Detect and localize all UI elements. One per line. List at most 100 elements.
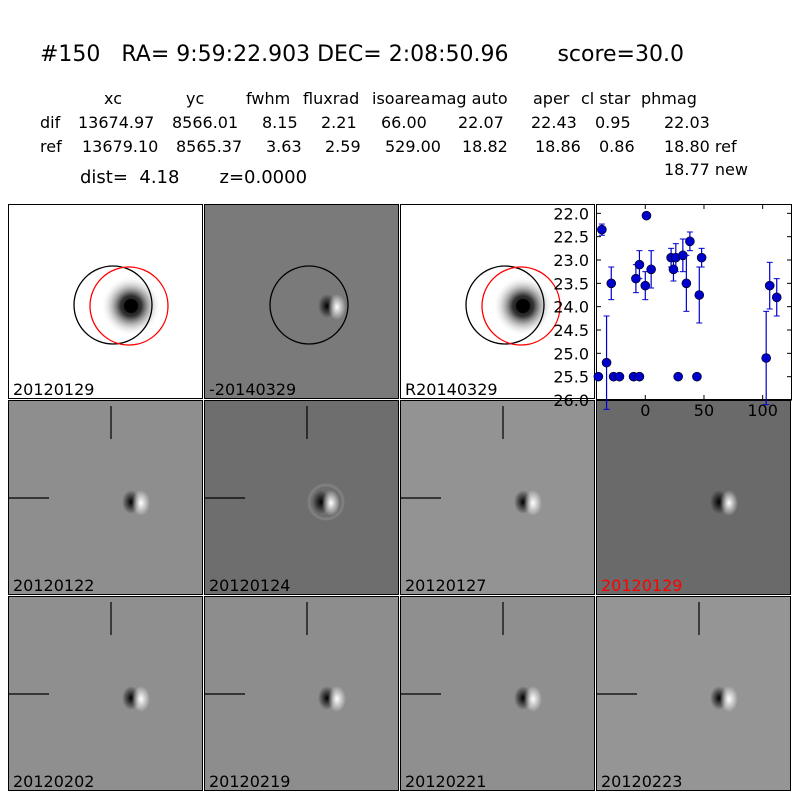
stamp-label: 20120127 (405, 576, 487, 595)
page-title: #150 RA= 9:59:22.903 DEC= 2:08:50.96 sco… (40, 42, 684, 67)
column-header: isoarea (372, 89, 431, 108)
stamp-label: 20120221 (405, 772, 487, 791)
row-value: 2.21 (321, 113, 357, 132)
row-value: 13679.10 (82, 137, 159, 156)
red-aperture-circle (89, 266, 169, 346)
data-point (634, 371, 645, 382)
x-tick-label: 100 (747, 401, 778, 420)
row-value: 2.59 (325, 137, 361, 156)
data-point (685, 236, 695, 247)
row-value: 8566.01 (172, 113, 239, 132)
row-value: 8.15 (262, 113, 298, 132)
source-core (124, 299, 138, 313)
dipole-light-lobe (524, 490, 542, 516)
y-tick-label: 23.0 (553, 251, 589, 270)
y-tick-label: 25.5 (553, 368, 589, 387)
row-value: 13674.97 (78, 113, 155, 132)
extra-phmag: 18.77 new (664, 160, 748, 179)
data-point (771, 292, 782, 303)
row-value: 0.86 (599, 137, 635, 156)
x-tick-label: 50 (694, 401, 714, 420)
stamp-panel: 20120221 (400, 596, 595, 791)
data-point (640, 280, 651, 291)
stamp-label: 20120202 (13, 772, 95, 791)
row-value: 22.03 (664, 113, 710, 132)
data-point (761, 353, 771, 363)
x-tick-label: 0 (640, 401, 650, 420)
data-point (597, 224, 607, 235)
black-aperture-circle (465, 265, 545, 345)
stamp-panel: 20120122 (8, 400, 203, 595)
data-point (694, 290, 705, 300)
data-point (696, 252, 707, 263)
stamp-panel: 20120124 (204, 400, 399, 595)
dipole-light-lobe (328, 294, 346, 320)
stamp-panel: 20120129 (8, 204, 203, 399)
column-header: fluxrad (303, 89, 360, 108)
black-aperture-circle (73, 265, 153, 345)
row-value: 66.00 (381, 113, 427, 132)
data-point (668, 264, 679, 275)
column-header: xc (104, 89, 122, 108)
light-curve-chart: 22.0 22.5 23.0 23.5 24.0 24.5 25.0 25.5 26.0 0 50 1… (553, 204, 792, 420)
data-point (692, 371, 702, 382)
dipole-light-lobe (322, 490, 340, 516)
black-aperture-circle (269, 265, 349, 345)
column-header: fwhm (246, 89, 291, 108)
dipole-light-lobe (720, 686, 738, 712)
y-tick-label: 25.0 (553, 344, 589, 363)
red-aperture-circle (481, 266, 561, 346)
column-header: aper (533, 89, 570, 108)
stamp-panel: 20120219 (204, 596, 399, 791)
stamp-label: R20140329 (405, 380, 498, 399)
data-point (764, 280, 775, 291)
dipole-light-lobe (328, 686, 346, 712)
source-core (516, 299, 530, 313)
row-value: 18.86 (535, 137, 581, 156)
column-header: cl star (581, 89, 631, 108)
dipole-light-lobe (720, 490, 738, 516)
row-label: ref (40, 137, 62, 156)
dipole-light-lobe (524, 686, 542, 712)
data-point (606, 278, 617, 289)
row-label: dif (40, 113, 61, 132)
dipole-light-lobe (132, 686, 150, 712)
y-tick-label: 22.5 (553, 228, 589, 247)
row-value: 529.00 (385, 137, 441, 156)
row-value: 18.82 (462, 137, 508, 156)
stamp-label: -20140329 (209, 380, 297, 399)
dipole-light-lobe (132, 490, 150, 516)
stamp-panel: R20140329 (400, 204, 595, 399)
data-point (641, 210, 652, 221)
row-value: 0.95 (595, 113, 631, 132)
data-point (646, 264, 656, 275)
row-value: 18.80 ref (664, 137, 737, 156)
y-tick-label: 26.0 (553, 391, 589, 410)
ring-artifact (307, 483, 345, 521)
stamp-label: 20120223 (601, 772, 683, 791)
stamp-panel: 20120202 (8, 596, 203, 791)
y-tick-label: 24.5 (553, 321, 589, 340)
stamp-panel: 20120223 (596, 596, 791, 791)
stamp-label: 20120122 (13, 576, 95, 595)
column-header: yc (186, 89, 205, 108)
data-point (601, 357, 612, 368)
row-value: 22.07 (458, 113, 504, 132)
stamp-label: 20120219 (209, 772, 291, 791)
data-point (634, 259, 645, 270)
stamp-label: 20120129 (13, 380, 95, 399)
y-tick-label: 23.5 (553, 274, 589, 293)
column-header: phmag (641, 89, 697, 108)
stamp-panel: 20120129 (596, 400, 791, 595)
data-point (614, 371, 625, 382)
stamp-panel: -20140329 (204, 204, 399, 399)
stamp-label: 20120124 (209, 576, 291, 595)
data-point (681, 278, 692, 289)
column-header: mag auto (431, 89, 508, 108)
y-tick-label: 22.0 (553, 204, 589, 223)
y-tick-label: 24.0 (553, 298, 589, 317)
row-value: 3.63 (266, 137, 302, 156)
stamp-label: 20120129 (601, 576, 683, 595)
dist-line: dist= 4.18 z=0.0000 (80, 167, 308, 188)
row-value: 8565.37 (176, 137, 243, 156)
